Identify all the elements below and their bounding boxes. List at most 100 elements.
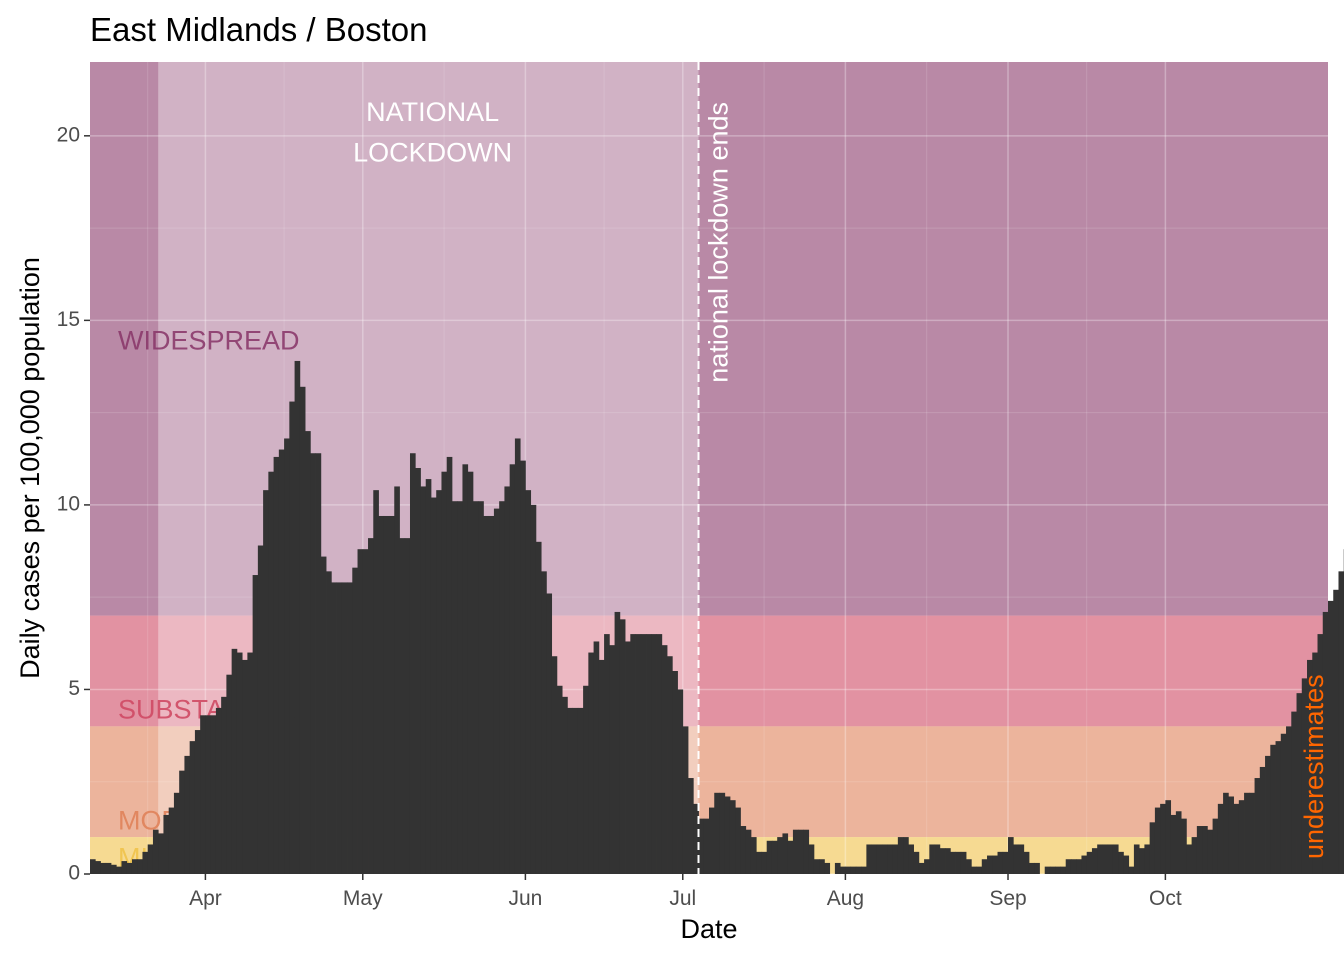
- bar: [1112, 844, 1119, 874]
- bar: [845, 866, 852, 874]
- bar: [430, 497, 437, 874]
- bar: [1228, 796, 1234, 874]
- bar: [567, 707, 574, 874]
- bar: [861, 866, 867, 874]
- bar: [1275, 741, 1282, 874]
- bar: [981, 859, 988, 874]
- bar: [1223, 792, 1229, 874]
- bar: [415, 468, 421, 874]
- bar: [152, 829, 159, 874]
- bar: [362, 549, 369, 874]
- bar: [735, 807, 741, 874]
- bar: [389, 515, 395, 874]
- bar: [1244, 792, 1250, 874]
- bar: [105, 862, 112, 874]
- bar: [897, 837, 904, 874]
- bar: [1128, 866, 1135, 874]
- bar: [535, 541, 542, 874]
- bar: [126, 862, 133, 874]
- bar: [577, 707, 584, 874]
- bar: [331, 582, 337, 874]
- bar: [1160, 803, 1166, 874]
- bar: [1270, 744, 1276, 874]
- bar: [766, 840, 773, 874]
- bar: [168, 807, 175, 874]
- y-tick-label: 15: [57, 308, 80, 331]
- bar: [514, 438, 521, 874]
- bar: [1217, 803, 1224, 874]
- bar: [834, 862, 841, 874]
- bar: [368, 538, 374, 874]
- lockdown-label-line1: NATIONAL: [366, 97, 499, 127]
- bar: [1212, 818, 1219, 874]
- bar: [729, 800, 736, 874]
- bar: [614, 611, 621, 874]
- bar: [1139, 848, 1145, 874]
- bar: [908, 844, 914, 874]
- bar: [1055, 866, 1061, 874]
- bar: [966, 859, 972, 874]
- bar: [1065, 859, 1072, 874]
- bar: [945, 848, 951, 874]
- bar: [682, 726, 689, 874]
- bar: [813, 859, 820, 874]
- bar: [121, 861, 128, 874]
- x-axis-label: Date: [680, 914, 737, 944]
- bar: [194, 730, 201, 874]
- bar: [1107, 844, 1114, 874]
- bar: [918, 862, 925, 874]
- bar: [488, 515, 495, 874]
- bar: [976, 866, 983, 874]
- bar: [992, 855, 998, 874]
- bar: [588, 652, 594, 874]
- bar: [667, 656, 673, 874]
- bar: [709, 807, 715, 874]
- bar: [1202, 826, 1208, 874]
- bar: [724, 796, 731, 874]
- bar: [609, 645, 615, 874]
- bar: [556, 685, 563, 874]
- bar: [866, 844, 873, 874]
- bar: [798, 829, 804, 874]
- y-axis: 0 5 10 15 20: [57, 123, 90, 885]
- bar: [955, 851, 962, 874]
- bar: [378, 515, 385, 874]
- bar: [840, 866, 846, 874]
- bar: [257, 545, 264, 874]
- bar: [1165, 800, 1172, 874]
- x-tick-label: Oct: [1149, 887, 1182, 910]
- bar: [1254, 778, 1261, 874]
- bar: [750, 837, 757, 874]
- bar: [551, 656, 558, 874]
- bar: [131, 859, 138, 874]
- bar: [446, 456, 453, 874]
- bar: [221, 696, 227, 874]
- bar: [1097, 844, 1103, 874]
- bar: [90, 859, 96, 874]
- bar: [509, 464, 516, 874]
- bar: [1191, 837, 1198, 874]
- bar: [1186, 844, 1193, 874]
- bar: [383, 515, 390, 874]
- bar: [147, 844, 154, 874]
- bar: [771, 840, 778, 874]
- bar: [1133, 844, 1140, 874]
- bar: [1322, 611, 1329, 874]
- bar: [1233, 803, 1240, 874]
- bar: [1291, 711, 1297, 874]
- bar: [467, 471, 474, 874]
- bar: [231, 648, 238, 874]
- bar: [850, 866, 857, 874]
- bar: [110, 864, 117, 874]
- lockdown-label-line2: LOCKDOWN: [353, 138, 512, 168]
- bar: [200, 715, 206, 874]
- band-label-widespread: WIDESPREAD: [118, 326, 300, 356]
- bar: [593, 641, 600, 874]
- bar: [226, 674, 233, 874]
- bar: [1123, 855, 1130, 874]
- bar: [210, 715, 217, 874]
- bar: [483, 515, 490, 874]
- bar: [158, 833, 164, 874]
- bar: [420, 486, 427, 874]
